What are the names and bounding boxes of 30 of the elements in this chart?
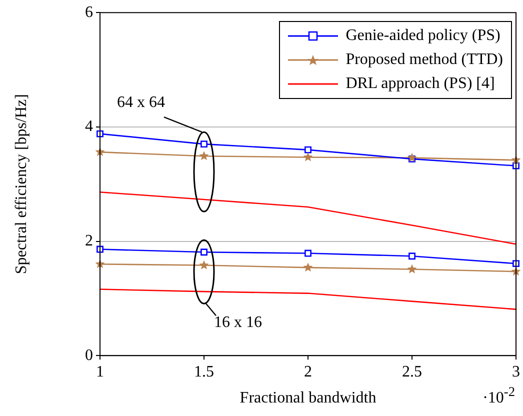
y-axis-title: Spectral efficiency [bps/Hz] [12,94,30,274]
x-axis-title: Fractional bandwidth [240,390,376,407]
legend-label: Genie-aided policy (PS) [346,26,500,45]
point [407,152,417,162]
point [512,260,520,268]
x-tick-label: 2 [304,363,312,380]
point [303,152,313,162]
y-tick-label: 6 [85,4,93,21]
point [96,130,104,138]
point [199,260,209,270]
point [304,146,312,154]
legend-label: Proposed method (TTD) [346,50,503,69]
x-tick-label: 1.5 [194,363,214,380]
point [200,248,208,256]
y-tick-label: 0 [85,346,93,364]
text: ·10$^{-2}$ [482,384,515,407]
annotation: 16 x 16 [214,314,262,332]
legend-label: DRL approach (PS) [4] [346,74,495,93]
point [304,250,312,257]
point [200,140,208,148]
x-tick-label: 2.5 [402,363,422,380]
point [199,151,209,160]
y-tick-label: 2 [85,232,93,250]
x-tick-label: 3 [512,363,520,380]
x-tick-label: 1 [96,363,104,380]
y-tick-label: 4 [85,118,93,136]
point [303,262,313,272]
annotation: 64 x 64 [117,94,165,112]
point [407,264,417,274]
point [408,252,416,260]
